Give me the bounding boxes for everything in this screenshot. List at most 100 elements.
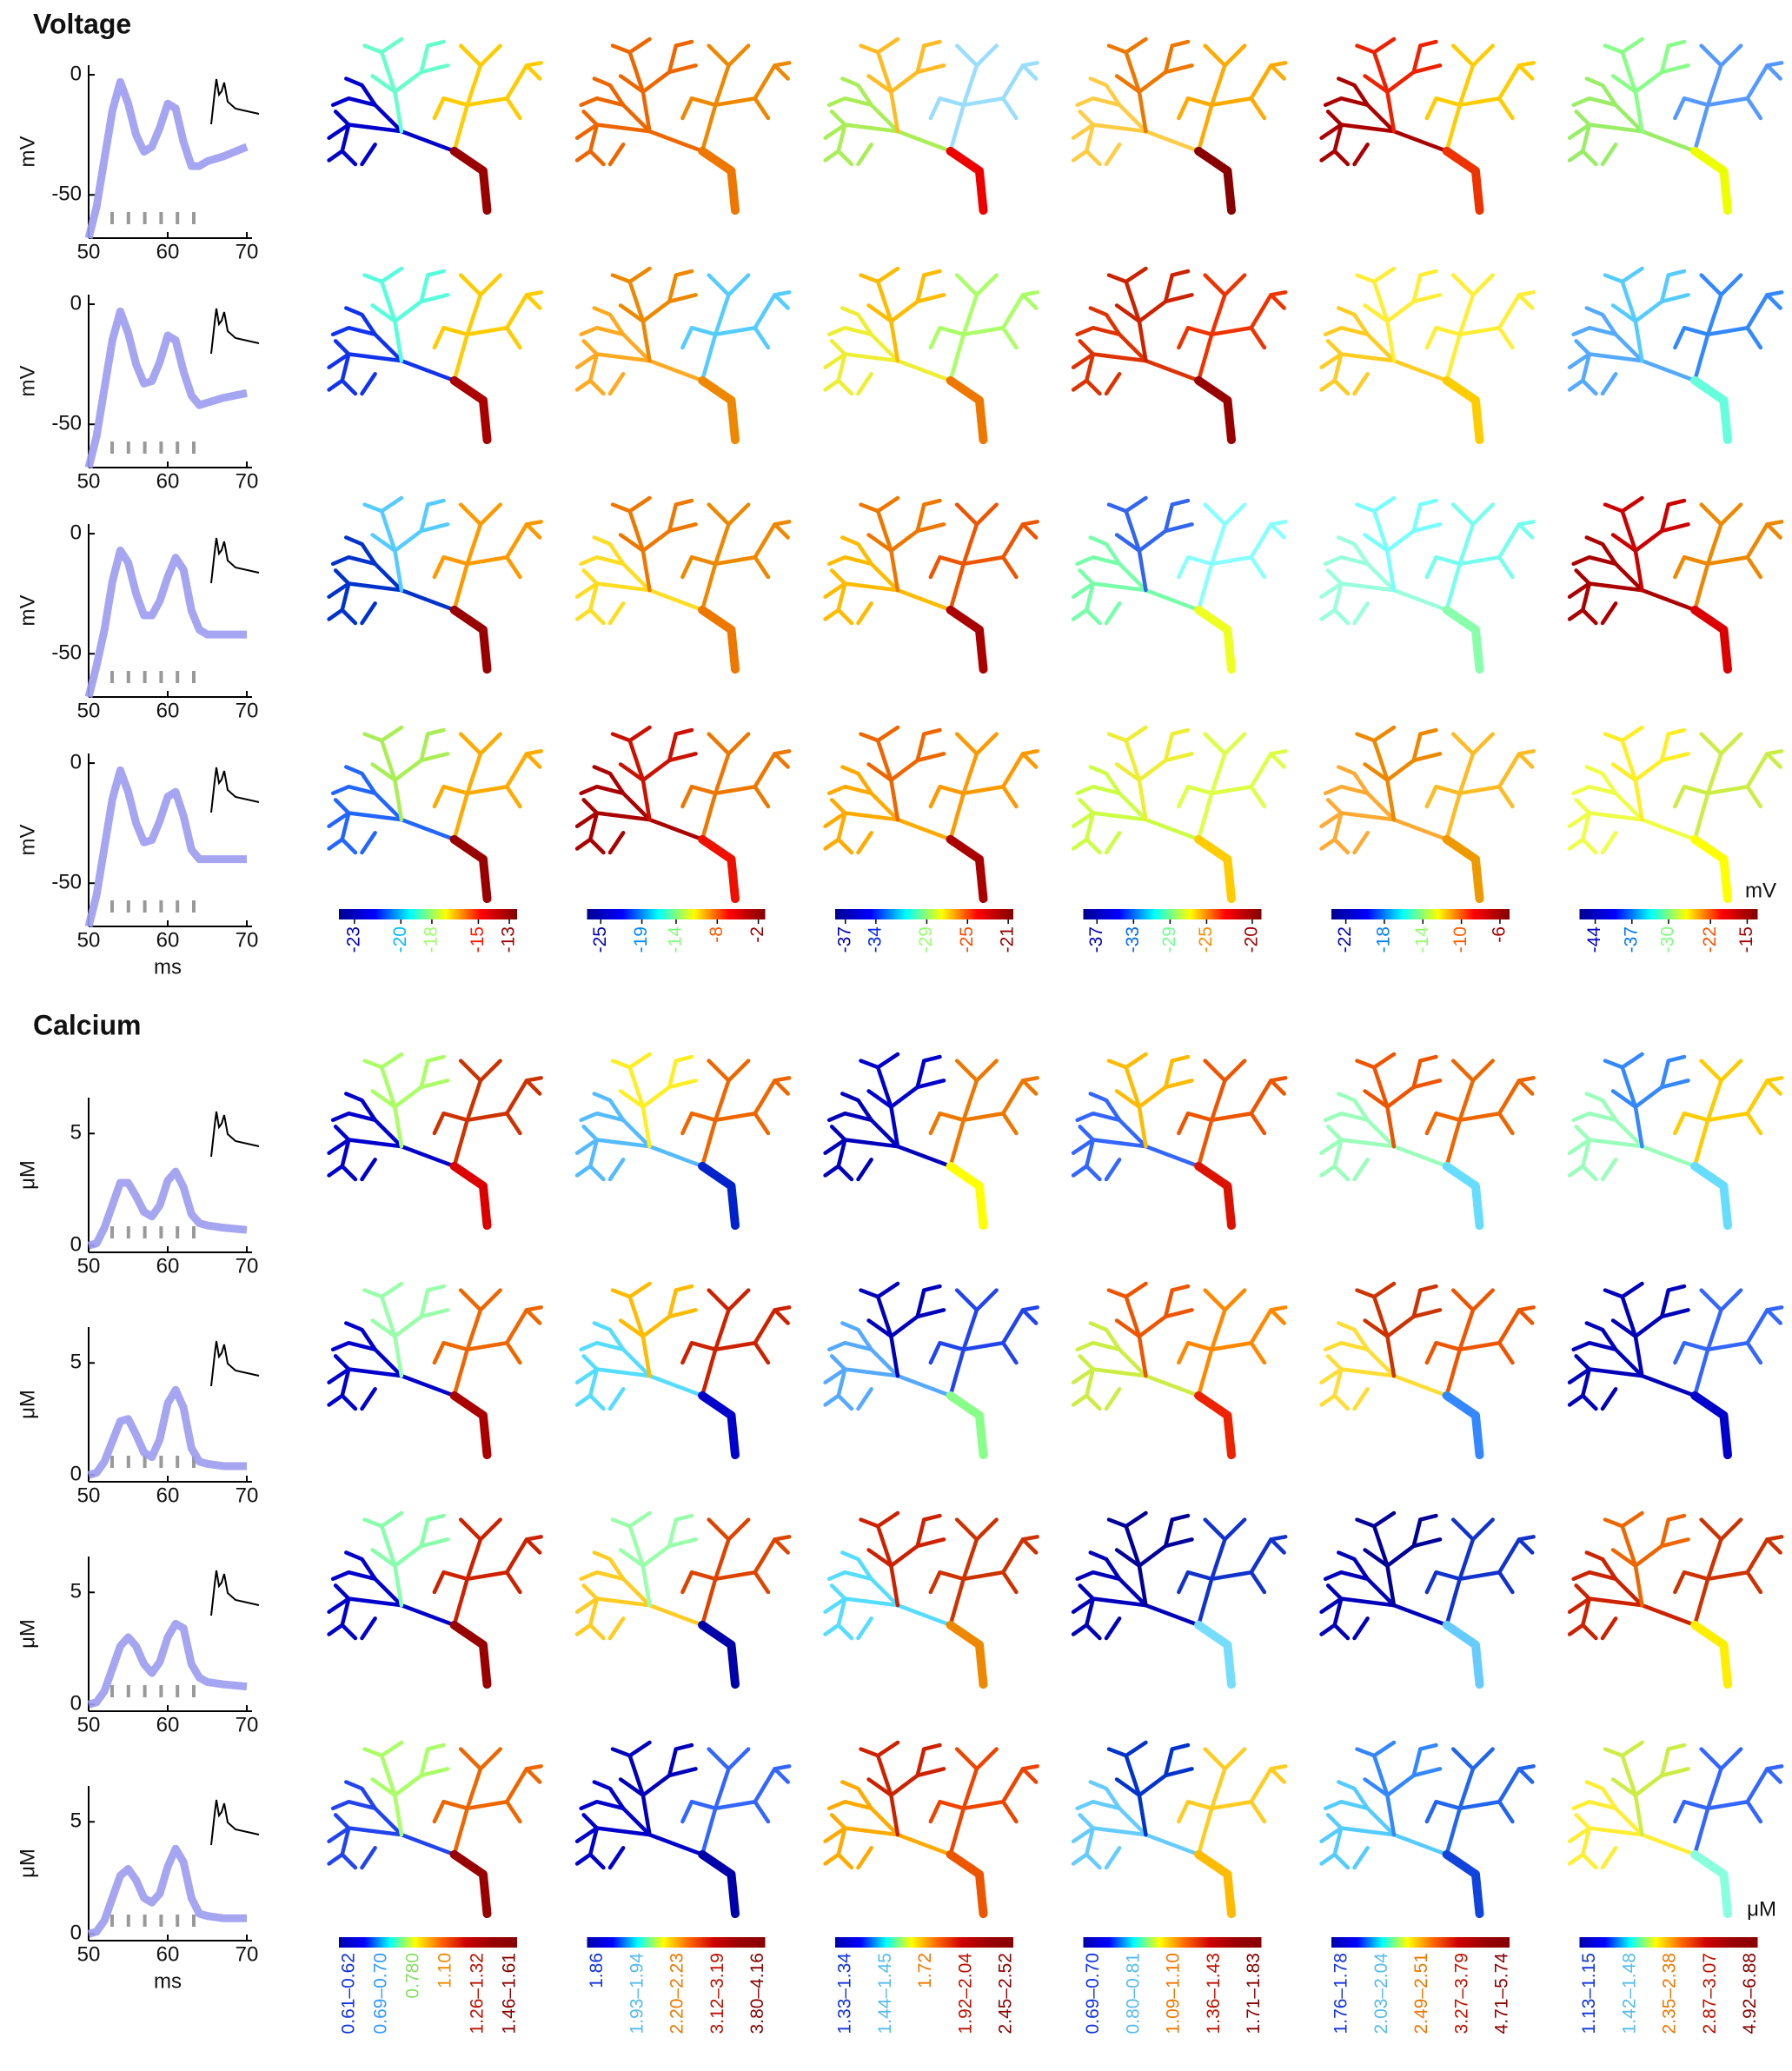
dendrite — [449, 1849, 492, 1919]
dendrite — [1352, 1846, 1370, 1870]
y-axis-label: μM — [16, 1619, 39, 1649]
colorbar — [835, 909, 1013, 919]
dendrite — [327, 581, 456, 613]
dendrite — [1659, 1079, 1690, 1090]
dendrite — [1337, 306, 1370, 337]
dendrite — [946, 375, 988, 445]
dendrite — [836, 149, 854, 167]
dendrite — [1450, 43, 1476, 68]
dendrite — [1177, 784, 1214, 809]
dendrite — [1337, 1550, 1370, 1582]
dendrite — [707, 732, 731, 756]
dendrite — [1567, 352, 1697, 383]
dendrite — [667, 1767, 698, 1778]
dendrite — [1170, 39, 1191, 48]
colorbar-label: -37 — [834, 926, 854, 953]
dendrite — [1124, 266, 1148, 363]
dendrite — [1610, 762, 1638, 782]
dendrite — [1196, 502, 1247, 613]
dendrite — [1078, 110, 1096, 127]
dendrite — [592, 765, 626, 796]
dendrite — [607, 1387, 626, 1411]
dendrite — [379, 266, 404, 363]
dendrite — [370, 1318, 397, 1338]
colorbar — [587, 1937, 766, 1948]
dendrite — [1690, 605, 1732, 674]
dendrite — [667, 522, 698, 534]
dendrite — [1418, 727, 1438, 736]
y-tick-label: 0 — [70, 1463, 82, 1486]
colorbar-label: 1.36–1.43 — [1204, 1953, 1224, 2034]
dendrite — [1325, 339, 1344, 356]
dendrite — [1196, 1517, 1247, 1628]
dendrite — [1170, 1054, 1191, 1063]
dendrite — [1584, 76, 1618, 108]
colorbar-label: 2.49–2.51 — [1411, 1953, 1431, 2034]
colorbar-label: -14 — [666, 926, 686, 953]
dendrite — [1666, 1284, 1687, 1292]
dendrite — [333, 1354, 351, 1371]
dendrite — [344, 1321, 377, 1352]
dendrite — [1517, 1305, 1536, 1312]
dendrite — [581, 1583, 600, 1601]
dendrite — [1363, 303, 1390, 323]
dendrite — [1584, 1321, 1618, 1352]
dendrite — [1574, 1125, 1592, 1142]
dendrite — [1620, 1281, 1644, 1378]
dendrite — [1163, 1308, 1194, 1319]
dendrite — [1332, 1164, 1351, 1182]
dendrite — [773, 1535, 792, 1542]
dendrite — [449, 605, 492, 674]
dendrite — [875, 1052, 900, 1149]
dendrite — [1163, 522, 1194, 534]
dendrite — [1673, 1570, 1710, 1595]
dendrite — [327, 811, 456, 842]
dendrite — [1692, 1747, 1743, 1857]
dendrite — [1371, 266, 1397, 363]
dendrite — [1000, 784, 1019, 809]
dendrite — [1106, 1747, 1128, 1758]
dendrite — [1332, 149, 1351, 167]
dendrite — [667, 752, 698, 763]
dendrite — [948, 43, 999, 154]
x-axis-label: ms — [154, 955, 182, 979]
dendrite — [360, 601, 377, 626]
dendrite — [1765, 290, 1784, 297]
inset-trace — [210, 537, 260, 584]
colorbar — [339, 1937, 517, 1948]
dendrite — [1078, 568, 1096, 586]
dendrite — [618, 303, 646, 323]
dendrite — [1706, 1537, 1782, 1582]
inset-trace — [210, 1111, 260, 1158]
dendrite — [1457, 1308, 1535, 1352]
colorbar-label: -6 — [1489, 926, 1509, 943]
dendrite — [370, 1548, 397, 1568]
dendrite — [432, 1340, 470, 1365]
dendrite — [1323, 554, 1397, 593]
dendrite — [773, 290, 792, 297]
dendrite — [961, 752, 1039, 796]
dendrite — [674, 39, 694, 48]
dendrite — [458, 732, 483, 756]
dendrite — [1699, 1747, 1723, 1771]
dendrite — [426, 1513, 446, 1522]
y-axis-label: mV — [16, 136, 39, 168]
dendrite — [1269, 520, 1288, 527]
dendrite — [707, 43, 731, 68]
dendrite — [458, 273, 483, 297]
dendrite — [579, 96, 652, 134]
dendrite — [1203, 1747, 1227, 1771]
dendrite — [592, 1321, 626, 1352]
dendrite — [698, 1161, 740, 1231]
dendrite — [1114, 1089, 1142, 1109]
dendrite — [452, 1288, 502, 1398]
dendrite — [432, 96, 470, 121]
dendrite — [713, 1767, 790, 1811]
y-tick-label: 5 — [70, 1351, 82, 1374]
dendrite — [698, 834, 740, 904]
dendrite — [1210, 752, 1286, 796]
x-tick-label: 70 — [236, 699, 259, 722]
dendrite — [829, 1583, 847, 1601]
dendrite — [836, 1164, 854, 1182]
dendrite — [1692, 273, 1743, 383]
